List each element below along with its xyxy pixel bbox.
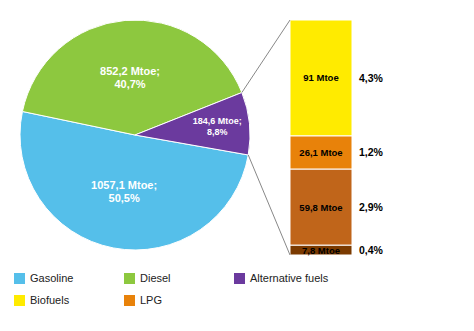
segment-label: 7,8 Mtoe <box>302 245 340 256</box>
bar-segment <box>290 136 352 169</box>
share-label: 1,2% <box>359 146 384 158</box>
legend-label: Alternative fuels <box>250 272 329 284</box>
share-label: 0,4% <box>359 244 384 256</box>
legend-label: Diesel <box>140 272 171 284</box>
slice-label: 1057,1 Mtoe;50,5% <box>91 179 157 204</box>
legend-swatch <box>14 295 25 306</box>
legend-label: Biofuels <box>30 294 70 306</box>
pie-slice <box>22 20 241 135</box>
bar-segment <box>290 20 352 136</box>
legend-swatch <box>124 295 135 306</box>
pie <box>20 20 250 250</box>
segment-label: 91 Mtoe <box>303 72 338 83</box>
legend-swatch <box>124 273 135 284</box>
segment-label: 26,1 Mtoe <box>299 147 342 158</box>
legend-label: LPG <box>140 294 162 306</box>
bar-group <box>290 20 352 255</box>
legend-label: Gasoline <box>30 272 73 284</box>
share-label: 2,9% <box>359 201 384 213</box>
legend-swatch <box>234 273 245 284</box>
legend: Gasoline Diesel Alternative fuels Biofuels L… <box>14 272 329 306</box>
legend-swatch <box>14 273 25 284</box>
connector <box>242 20 290 93</box>
segment-label: 59,8 Mtoe <box>299 202 342 213</box>
slice-label: 852,2 Mtoe;40,7% <box>100 65 160 90</box>
connector <box>248 155 290 255</box>
share-label: 4,3% <box>359 72 384 84</box>
chart: 1057,1 Mtoe;50,5% 852,2 Mtoe;40,7% 184,6 M… <box>0 0 474 331</box>
bar-segment <box>290 245 352 255</box>
pie-slice <box>135 93 250 155</box>
bar-segment <box>290 169 352 245</box>
slice-label: 184,6 Mtoe;8,8% <box>193 116 242 137</box>
